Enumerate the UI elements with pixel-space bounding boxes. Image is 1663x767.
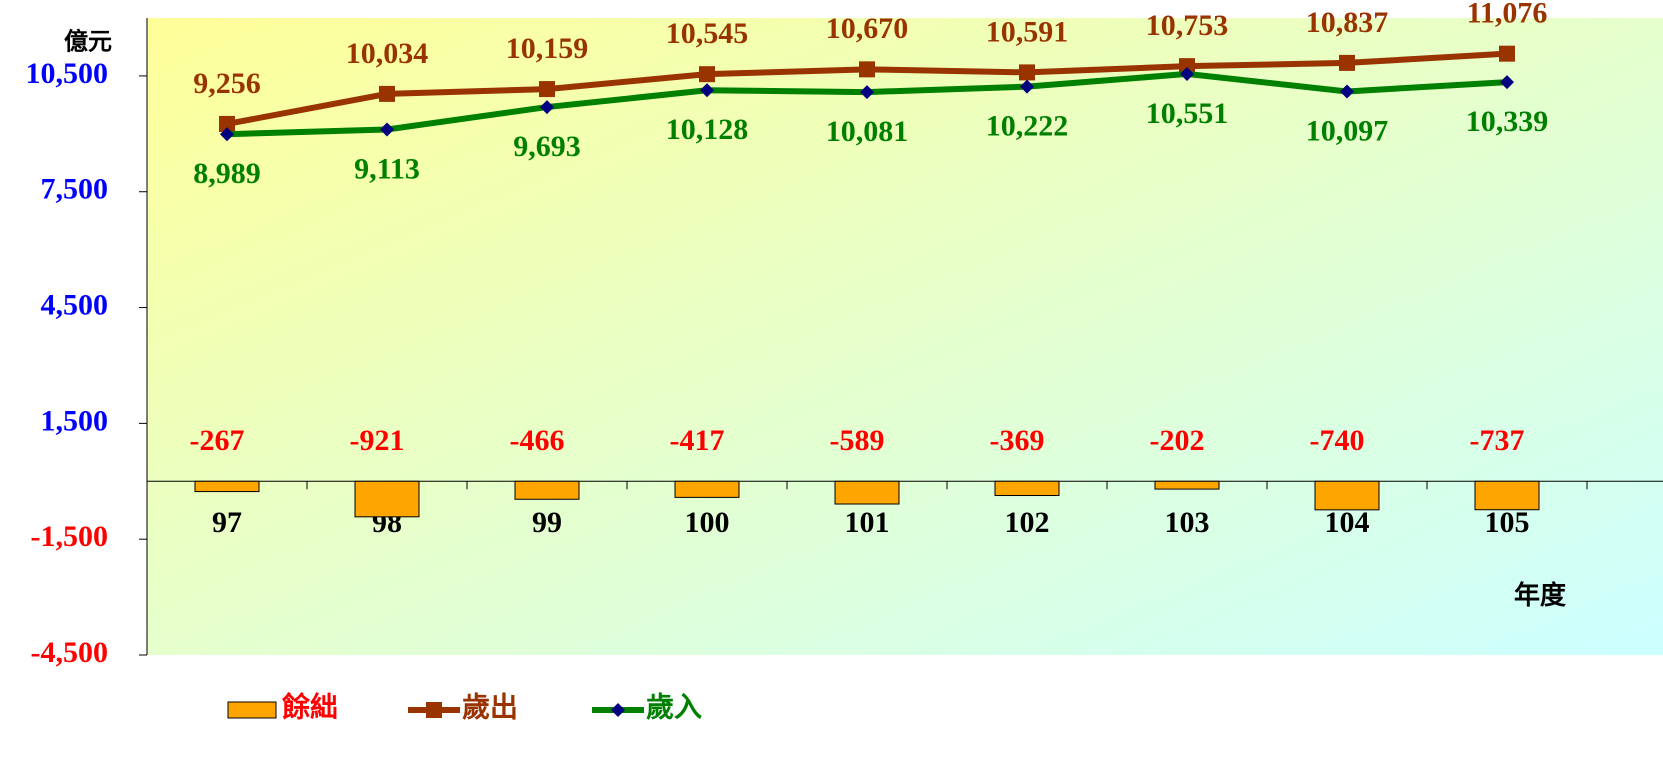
data-label: -737 xyxy=(1470,424,1525,457)
x-tick-label: 103 xyxy=(1165,506,1210,539)
data-label: -417 xyxy=(670,424,725,457)
data-label: 9,113 xyxy=(354,152,420,185)
data-label: 10,753 xyxy=(1146,9,1229,42)
marker xyxy=(1179,58,1195,75)
marker xyxy=(1020,79,1034,94)
marker xyxy=(1180,66,1194,81)
marker xyxy=(1019,64,1035,81)
data-label: -921 xyxy=(350,424,405,457)
data-label: 10,159 xyxy=(506,32,589,65)
marker xyxy=(699,66,715,83)
marker xyxy=(380,122,394,137)
legend-label: 餘絀 xyxy=(282,690,338,723)
data-label: 8,989 xyxy=(193,157,261,190)
y-tick-label: -4,500 xyxy=(31,636,109,669)
bar xyxy=(1474,480,1540,511)
bar xyxy=(514,480,580,500)
legend-marker xyxy=(611,703,625,717)
marker xyxy=(539,81,555,98)
marker xyxy=(219,115,235,132)
data-label: 10,339 xyxy=(1466,105,1549,138)
y-tick-label: 4,500 xyxy=(41,288,109,321)
marker xyxy=(1500,75,1514,90)
legend-swatch xyxy=(227,701,277,719)
data-label: 9,693 xyxy=(513,130,581,163)
data-label: 10,545 xyxy=(666,17,749,50)
data-label: 10,128 xyxy=(666,113,749,146)
x-tick-label: 100 xyxy=(685,506,730,539)
x-tick-label: 101 xyxy=(845,506,890,539)
marker xyxy=(1339,54,1355,71)
marker xyxy=(379,85,395,102)
marker xyxy=(220,127,234,142)
x-tick-label: 102 xyxy=(1005,506,1050,539)
bar xyxy=(994,480,1060,497)
data-label: 10,591 xyxy=(986,15,1069,48)
marker xyxy=(700,83,714,98)
legend-marker xyxy=(426,702,442,718)
marker xyxy=(540,100,554,115)
marker xyxy=(1499,45,1515,62)
data-label: 9,256 xyxy=(193,67,261,100)
data-label: 10,837 xyxy=(1306,6,1389,39)
y-tick-label: 7,500 xyxy=(41,173,109,206)
data-label: 10,081 xyxy=(826,115,909,148)
x-tick-label: 105 xyxy=(1485,506,1530,539)
data-label: -267 xyxy=(190,424,245,457)
marker xyxy=(860,85,874,100)
bar xyxy=(674,480,740,498)
marker xyxy=(1340,84,1354,99)
data-label: 10,551 xyxy=(1146,97,1229,130)
x-axis-label: 年度 xyxy=(1514,580,1566,610)
bar xyxy=(1154,480,1220,490)
data-label: -369 xyxy=(990,424,1045,457)
data-label: -466 xyxy=(510,424,565,457)
y-axis-label: 億元 xyxy=(64,28,112,56)
bar xyxy=(834,480,900,505)
bar xyxy=(194,480,260,493)
data-label: 11,076 xyxy=(1467,0,1548,30)
x-tick-label: 97 xyxy=(212,506,242,539)
plot-background xyxy=(147,18,1663,655)
data-label: 10,097 xyxy=(1306,114,1389,147)
data-label: 10,222 xyxy=(986,110,1069,143)
bar xyxy=(1314,480,1380,511)
data-label: -202 xyxy=(1150,424,1205,457)
legend-label: 歲入 xyxy=(646,691,702,723)
bar xyxy=(354,480,420,518)
x-tick-label: 99 xyxy=(532,506,562,539)
legend-label: 歲出 xyxy=(462,691,518,723)
x-tick-label: 104 xyxy=(1325,506,1370,539)
y-tick-label: 10,500 xyxy=(26,57,109,90)
data-label: -589 xyxy=(830,424,885,457)
data-label: 10,034 xyxy=(346,37,429,70)
y-tick-label: -1,500 xyxy=(31,520,109,553)
marker xyxy=(859,61,875,78)
data-label: -740 xyxy=(1310,424,1365,457)
y-tick-label: 1,500 xyxy=(41,404,109,437)
data-label: 10,670 xyxy=(826,12,909,45)
